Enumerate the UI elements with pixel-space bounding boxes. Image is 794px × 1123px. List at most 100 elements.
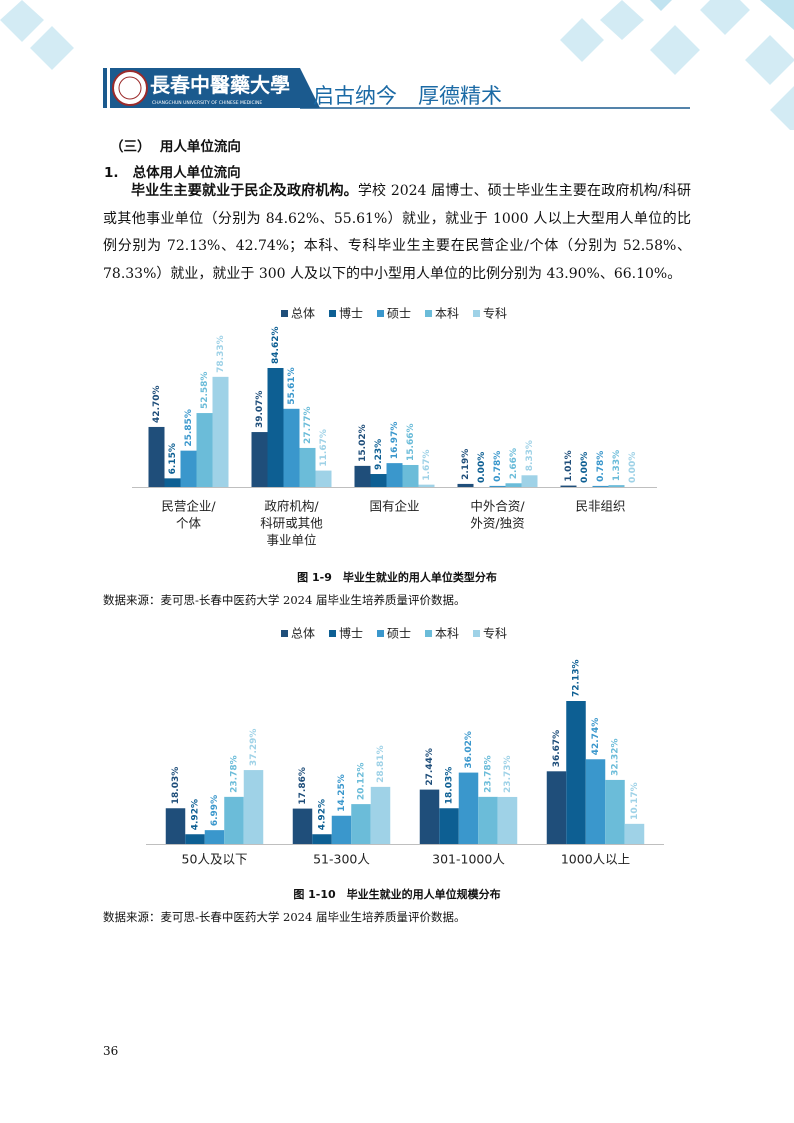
bar (148, 426, 165, 487)
legend-label: 总体 (291, 627, 315, 641)
data-label: 25.85% (184, 409, 194, 447)
bar (185, 834, 205, 844)
bar (180, 450, 197, 487)
legend-swatch (281, 310, 288, 317)
bar (608, 485, 625, 487)
data-label: 0.00% (477, 452, 487, 483)
data-label: 37.29% (249, 729, 259, 767)
bar (458, 772, 479, 844)
x-tick-label: 事业单位 (266, 533, 316, 548)
data-label: 16.97% (390, 422, 400, 460)
data-label: 4.92% (318, 799, 328, 830)
subsection-heading: 1. 总体用人单位流向 (104, 161, 241, 181)
bar (585, 759, 606, 844)
x-tick-label: 政府机构/ (264, 499, 319, 514)
data-label: 55.61% (287, 367, 297, 405)
logo-subtitle: CHANGCHUN UNIVERSITY OF CHINESE MEDICINE (152, 100, 262, 106)
data-label: 18.03% (171, 767, 181, 805)
data-label: 72.13% (572, 660, 582, 698)
data-label: 1.33% (612, 450, 622, 481)
data-label: 2.19% (461, 449, 471, 480)
data-label: 36.67% (552, 730, 562, 768)
subsection-number: 1. (104, 165, 119, 181)
section-number: （三） (110, 139, 151, 155)
data-label: 42.74% (591, 718, 601, 756)
legend-label: 博士 (339, 626, 363, 641)
bar (312, 834, 332, 844)
legend-swatch (473, 310, 480, 317)
x-tick-label: 民营企业/ (161, 499, 216, 514)
data-label: 32.32% (611, 738, 621, 776)
bar (224, 796, 244, 844)
bar (402, 464, 419, 487)
bar (605, 779, 625, 844)
data-label: 39.07% (255, 391, 265, 429)
legend-swatch (473, 630, 480, 637)
legend-label: 专科 (483, 626, 507, 641)
data-label: 6.15% (168, 443, 178, 474)
legend-swatch (377, 310, 384, 317)
data-label: 0.78% (493, 451, 503, 482)
figure-caption: 图 1-9 毕业生就业的用人单位类型分布 (297, 571, 497, 584)
legend-label: 专科 (483, 306, 507, 321)
data-label: 27.44% (425, 748, 435, 786)
legend-label: 本科 (435, 627, 459, 641)
data-label: 8.33% (525, 440, 535, 471)
data-label: 20.12% (357, 763, 367, 801)
bar (251, 432, 268, 487)
bar (299, 447, 316, 487)
x-tick-label: 301-1000人 (432, 852, 505, 867)
bar (624, 823, 645, 844)
data-label: 23.73% (503, 755, 513, 793)
data-label: 11.67% (319, 429, 329, 467)
legend-swatch (329, 310, 336, 317)
bar (521, 475, 538, 487)
data-label: 2.66% (509, 448, 519, 479)
bar (283, 408, 300, 487)
bar (478, 796, 498, 844)
legend-swatch (377, 630, 384, 637)
data-label: 28.81% (376, 745, 386, 783)
bar (315, 470, 332, 487)
bar (165, 808, 186, 844)
section-heading: （三） 用人单位流向 (110, 135, 241, 155)
header-decoration: 長春中醫藥大學 CHANGCHUN UNIVERSITY OF CHINESE … (0, 0, 794, 130)
bar (497, 796, 518, 844)
data-label: 36.02% (464, 731, 474, 769)
legend-swatch (425, 630, 432, 637)
bar (489, 485, 506, 487)
data-label: 17.86% (298, 767, 308, 805)
data-label: 1.67% (422, 449, 432, 480)
data-label: 23.78% (230, 755, 240, 793)
data-label: 84.62% (271, 327, 281, 365)
bar (566, 701, 586, 844)
legend-label: 本科 (435, 307, 459, 321)
bar (386, 463, 403, 487)
data-label: 0.00% (580, 452, 590, 483)
data-label: 0.00% (628, 452, 638, 483)
bar (164, 478, 181, 487)
bar (546, 771, 567, 844)
x-tick-label: 民非组织 (575, 499, 625, 514)
bar (439, 808, 459, 844)
x-tick-label: 国有企业 (369, 499, 419, 514)
bar (331, 815, 352, 844)
legend-swatch (425, 310, 432, 317)
bar (243, 770, 264, 844)
x-tick-label: 个体 (176, 516, 202, 531)
x-tick-label: 50人及以下 (182, 852, 248, 867)
bar (354, 465, 371, 487)
bar (370, 474, 387, 487)
data-source: 数据来源：麦可思-长春中医药大学 2024 届毕业生培养质量评价数据。 (103, 593, 466, 607)
subsection-title: 总体用人单位流向 (132, 165, 241, 181)
bar (204, 830, 225, 844)
data-label: 14.25% (337, 774, 347, 812)
bar (370, 786, 391, 844)
legend-swatch (281, 630, 288, 637)
data-label: 23.78% (484, 755, 494, 793)
data-label: 52.58% (200, 372, 210, 410)
x-tick-label: 中外合资/ (470, 499, 525, 514)
bar (418, 484, 435, 487)
